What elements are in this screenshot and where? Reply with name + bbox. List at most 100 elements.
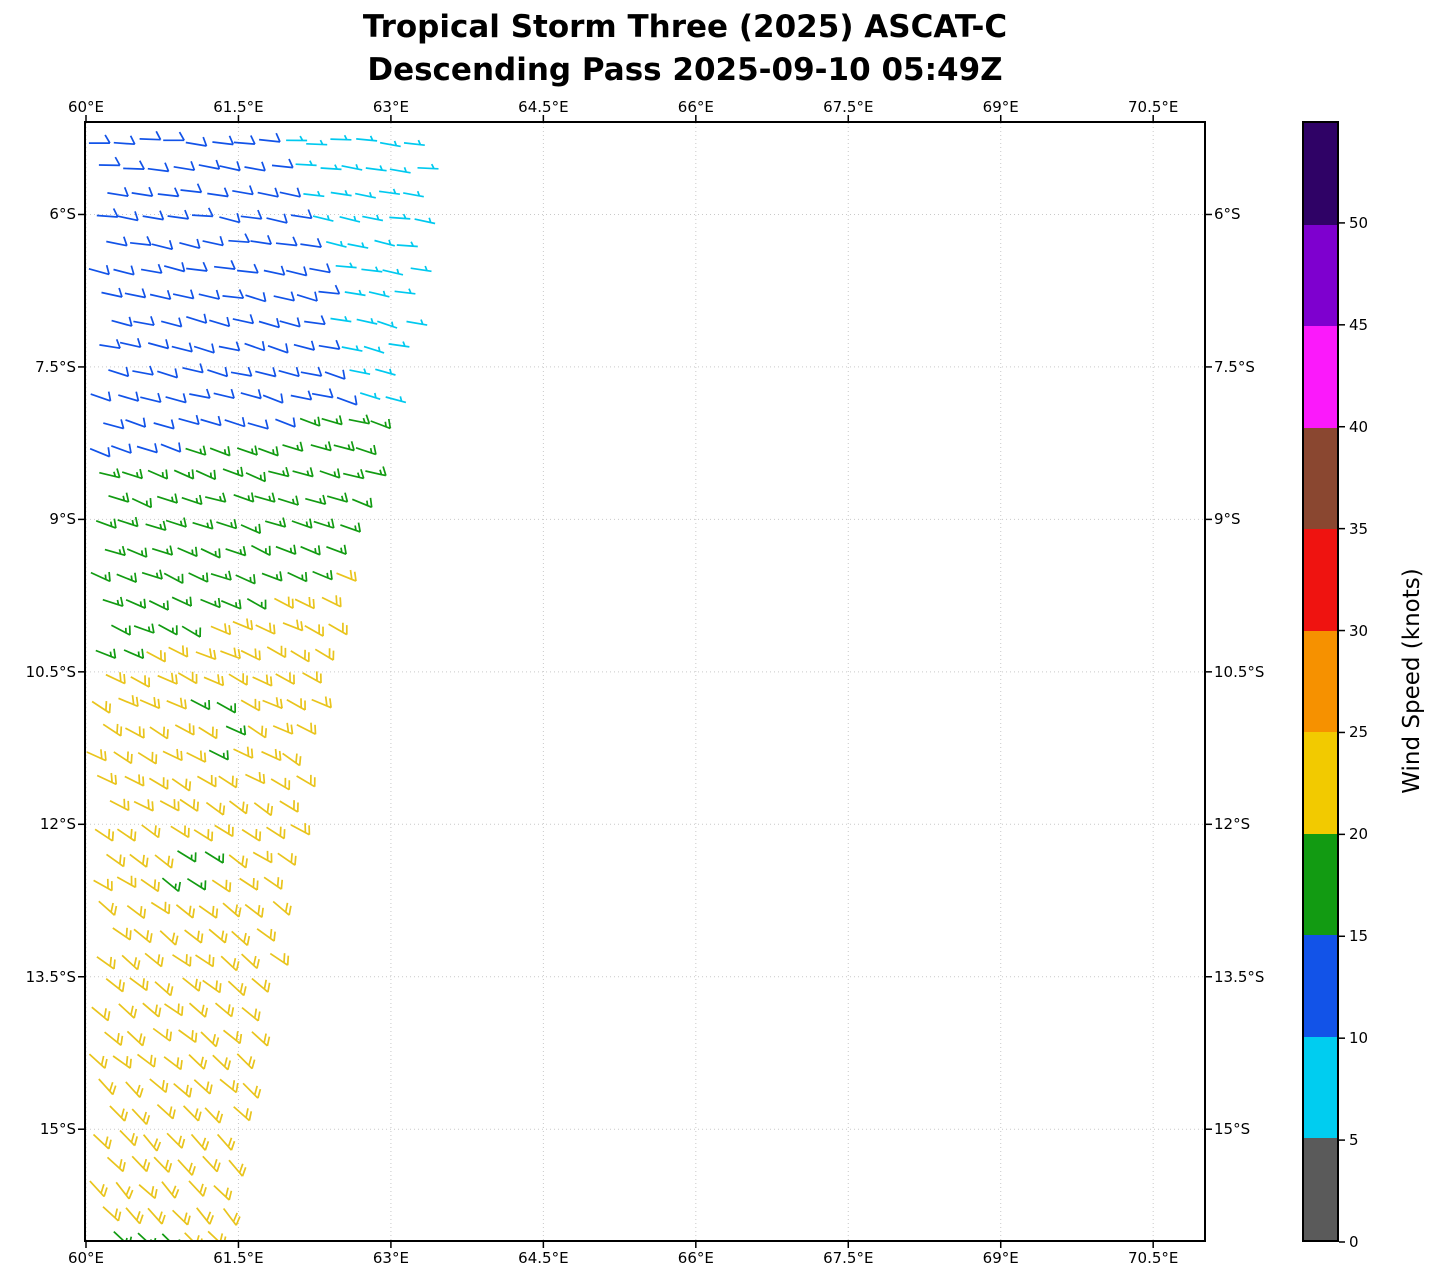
wind-barb [184, 1232, 203, 1240]
wind-barb [163, 131, 185, 142]
x-tick-label-top: 64.5°E [518, 98, 569, 116]
wind-barb [88, 264, 110, 276]
colorbar-tick-label: 45 [1349, 315, 1369, 334]
wind-barb [108, 366, 130, 378]
wind-barb [186, 750, 207, 763]
wind-barb [141, 824, 161, 839]
wind-barb [228, 800, 249, 815]
wind-barb-layer [86, 130, 439, 1240]
wind-barb [343, 469, 365, 480]
wind-barb [236, 445, 258, 456]
wind-barb [232, 618, 254, 631]
y-tick-label-right: 10.5°S [1214, 662, 1265, 681]
wind-barb [348, 414, 371, 425]
wind-barb [278, 366, 300, 378]
wind-barb [103, 419, 125, 430]
wind-barb [313, 518, 335, 529]
wind-barb [279, 800, 299, 813]
wind-barb [94, 828, 115, 842]
colorbar-tick-label: 50 [1349, 213, 1369, 232]
wind-barb [118, 695, 139, 708]
wind-barb [204, 492, 227, 503]
wind-barb [153, 419, 175, 430]
wind-barb [133, 799, 154, 812]
wind-barb [91, 1006, 111, 1022]
wind-barb [245, 471, 267, 483]
colorbar-segment [1304, 1036, 1337, 1139]
colorbar-label: Wind Speed (knots) [1399, 568, 1425, 794]
wind-barb [275, 236, 298, 247]
wind-barb [246, 598, 267, 610]
colorbar-segment [1304, 630, 1337, 733]
wind-barb [279, 317, 301, 328]
wind-barb [326, 492, 349, 503]
wind-barb [330, 315, 352, 323]
wind-barb [160, 317, 183, 328]
wind-barb [124, 774, 145, 787]
wind-barb [109, 1105, 129, 1122]
wind-barb [396, 241, 418, 248]
wind-barb [253, 802, 274, 817]
wind-barb [318, 284, 341, 295]
wind-barb [111, 624, 131, 636]
wind-barb [269, 952, 290, 966]
colorbar-tick-label: 40 [1349, 417, 1369, 436]
wind-barb [102, 596, 124, 608]
wind-barb [306, 139, 328, 146]
wind-barb [168, 645, 189, 658]
wind-barb [272, 722, 294, 735]
wind-barb [188, 1180, 207, 1197]
wind-barb [108, 492, 130, 503]
wind-barb [328, 622, 348, 636]
wind-barb [211, 879, 232, 893]
wind-barb [136, 1053, 157, 1068]
wind-barb [252, 850, 273, 864]
wind-barb [250, 234, 272, 245]
wind-barb [222, 289, 245, 300]
wind-barb [295, 160, 317, 167]
wind-barb [309, 263, 331, 274]
wind-barb [257, 187, 280, 198]
wind-barb [92, 1133, 112, 1150]
wind-barb [389, 167, 411, 174]
colorbar-tick-label: 0 [1349, 1233, 1359, 1251]
wind-barb [287, 571, 308, 583]
wind-barb [214, 1002, 235, 1018]
wind-barb [286, 135, 308, 142]
wind-barb [270, 777, 291, 791]
wind-barb [291, 518, 313, 529]
wind-barb [222, 902, 242, 918]
wind-barb [304, 624, 324, 637]
wind-barb [417, 163, 439, 170]
wind-barb [242, 1082, 262, 1099]
x-tick-label-top: 70.5°E [1127, 98, 1179, 116]
wind-barb [133, 316, 155, 327]
wind-barb [177, 546, 198, 558]
wind-barb [233, 492, 255, 503]
wind-barb [336, 395, 358, 406]
wind-barb [241, 1006, 261, 1022]
wind-barb [363, 345, 385, 354]
wind-barb [198, 159, 221, 170]
wind-barb [204, 851, 225, 864]
wind-barb [111, 316, 133, 327]
wind-barb [192, 519, 214, 530]
wind-barb [213, 388, 235, 400]
wind-barb [173, 469, 195, 480]
wind-barb [205, 801, 226, 816]
wind-barb [125, 1207, 144, 1225]
wind-barb [233, 746, 254, 759]
wind-barb [106, 1156, 126, 1173]
y-tick-label-right: 12°S [1214, 815, 1251, 834]
wind-barb [362, 214, 384, 222]
wind-barb [116, 875, 137, 889]
wind-barb [178, 1029, 198, 1043]
wind-barb [255, 622, 276, 635]
wind-barb [126, 905, 147, 919]
wind-barb [311, 696, 332, 709]
wind-barb [125, 417, 147, 428]
wind-barb [136, 443, 158, 454]
wind-barb [126, 547, 148, 558]
wind-barb [267, 343, 289, 354]
wind-barb [330, 189, 352, 197]
